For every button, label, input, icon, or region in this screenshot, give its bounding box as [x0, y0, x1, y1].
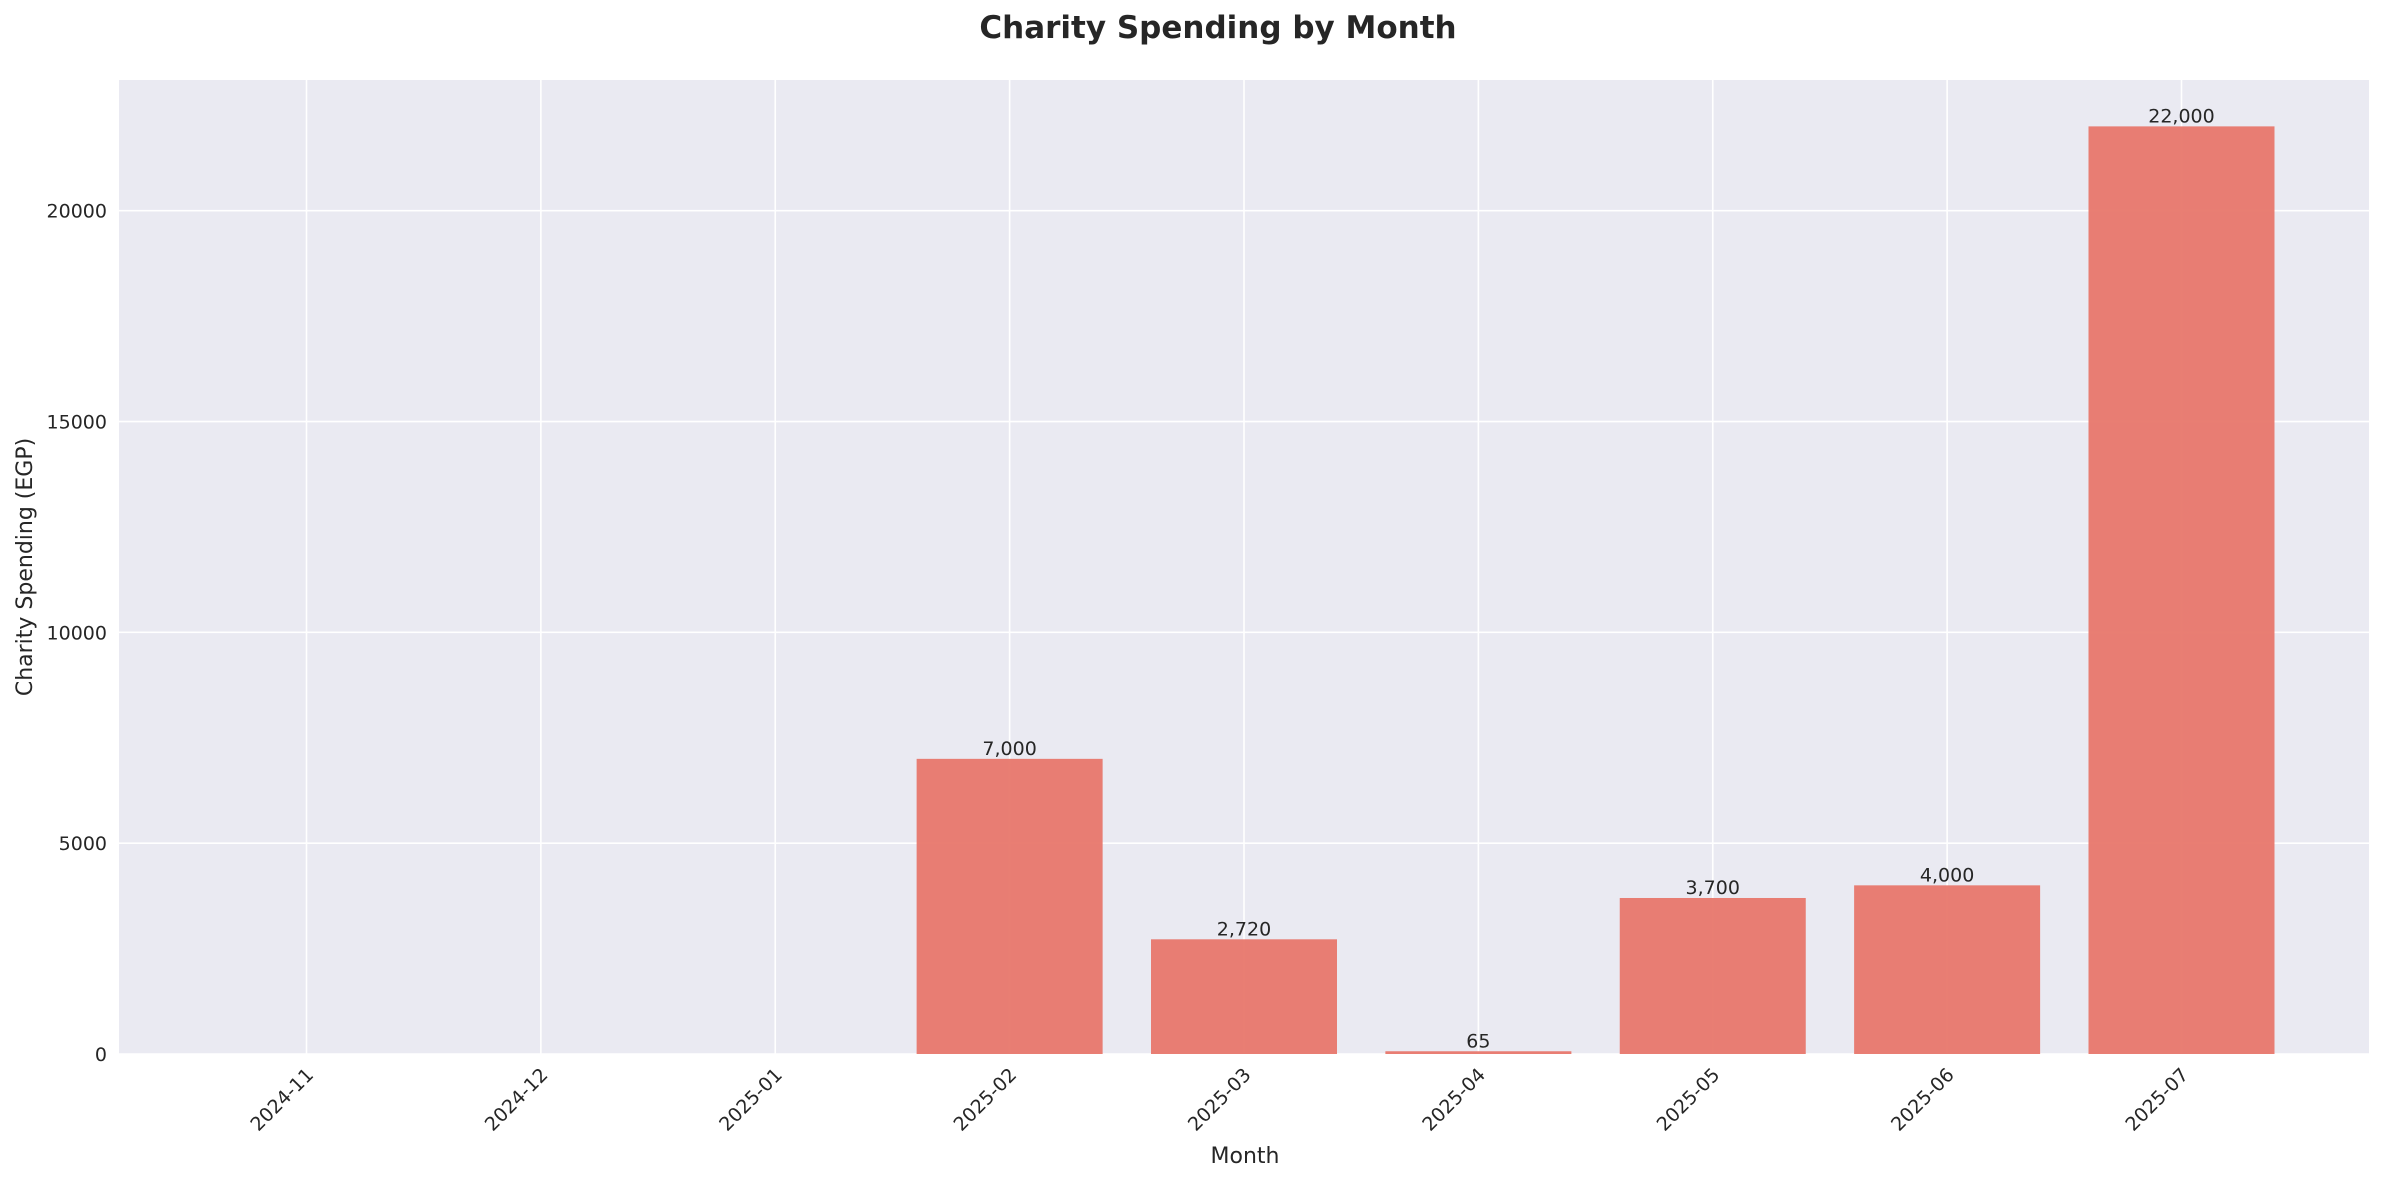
y-tick-label: 20000 [47, 201, 107, 223]
x-tick-label: 2025-05 [1653, 1064, 1725, 1136]
bar-value-label: 2,720 [1217, 918, 1271, 940]
bar-2025-03 [1151, 939, 1337, 1054]
y-axis-label: Charity Spending (EGP) [13, 438, 38, 696]
chart-title: Charity Spending by Month [979, 10, 1456, 46]
x-tick-label: 2025-02 [949, 1064, 1021, 1136]
bar-value-label: 22,000 [2148, 105, 2214, 127]
x-tick-label: 2025-04 [1418, 1064, 1490, 1136]
x-tick-label: 2024-11 [246, 1064, 318, 1136]
x-axis-ticks: 2024-11 2024-12 2025-01 2025-02 2025-03 2025-… [246, 1064, 2193, 1136]
bar-2025-04 [1385, 1051, 1572, 1054]
bar-value-label: 65 [1466, 1030, 1490, 1052]
bars [916, 126, 2275, 1054]
bar-value-label: 7,000 [982, 738, 1036, 760]
x-tick-label: 2025-07 [2121, 1064, 2193, 1136]
bar-labels: 7,000 2,720 65 3,700 4,000 22,000 [982, 105, 2214, 1052]
bar-2025-05 [1619, 897, 1806, 1054]
x-tick-label: 2025-01 [715, 1064, 787, 1136]
y-tick-label: 15000 [47, 412, 107, 434]
y-tick-label: 10000 [47, 622, 107, 644]
x-axis-label: Month [1211, 1144, 1280, 1169]
y-tick-label: 5000 [59, 833, 107, 855]
bar-2025-06 [1854, 885, 2041, 1054]
bar-2025-07 [2088, 126, 2275, 1054]
y-axis-ticks: 0 5000 10000 15000 20000 [47, 201, 107, 1066]
bar-value-label: 4,000 [1920, 864, 1974, 886]
grid-lines [119, 80, 2369, 1055]
bar-2025-02 [916, 758, 1103, 1054]
x-tick-label: 2025-06 [1887, 1064, 1959, 1136]
x-tick-label: 2024-12 [481, 1064, 553, 1136]
bar-value-label: 3,700 [1686, 877, 1740, 899]
x-tick-label: 2025-03 [1184, 1064, 1256, 1136]
y-tick-label: 0 [95, 1044, 107, 1066]
